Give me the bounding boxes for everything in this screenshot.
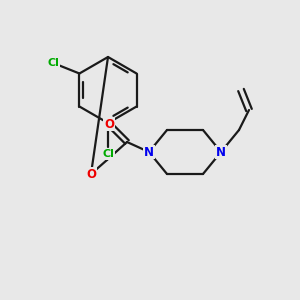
Text: O: O [86,167,96,181]
Text: O: O [104,118,114,130]
Text: N: N [216,146,226,158]
Text: Cl: Cl [47,58,59,68]
Text: Cl: Cl [102,149,114,159]
Text: N: N [144,146,154,158]
